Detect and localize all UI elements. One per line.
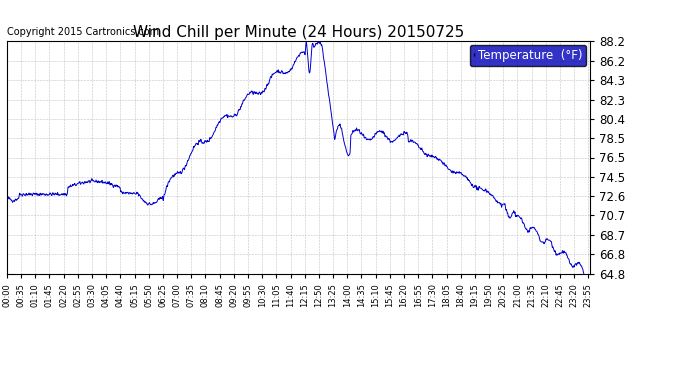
Legend: Temperature  (°F): Temperature (°F) xyxy=(470,45,586,66)
Title: Wind Chill per Minute (24 Hours) 20150725: Wind Chill per Minute (24 Hours) 2015072… xyxy=(132,25,464,40)
Text: Copyright 2015 Cartronics.com: Copyright 2015 Cartronics.com xyxy=(7,27,159,37)
